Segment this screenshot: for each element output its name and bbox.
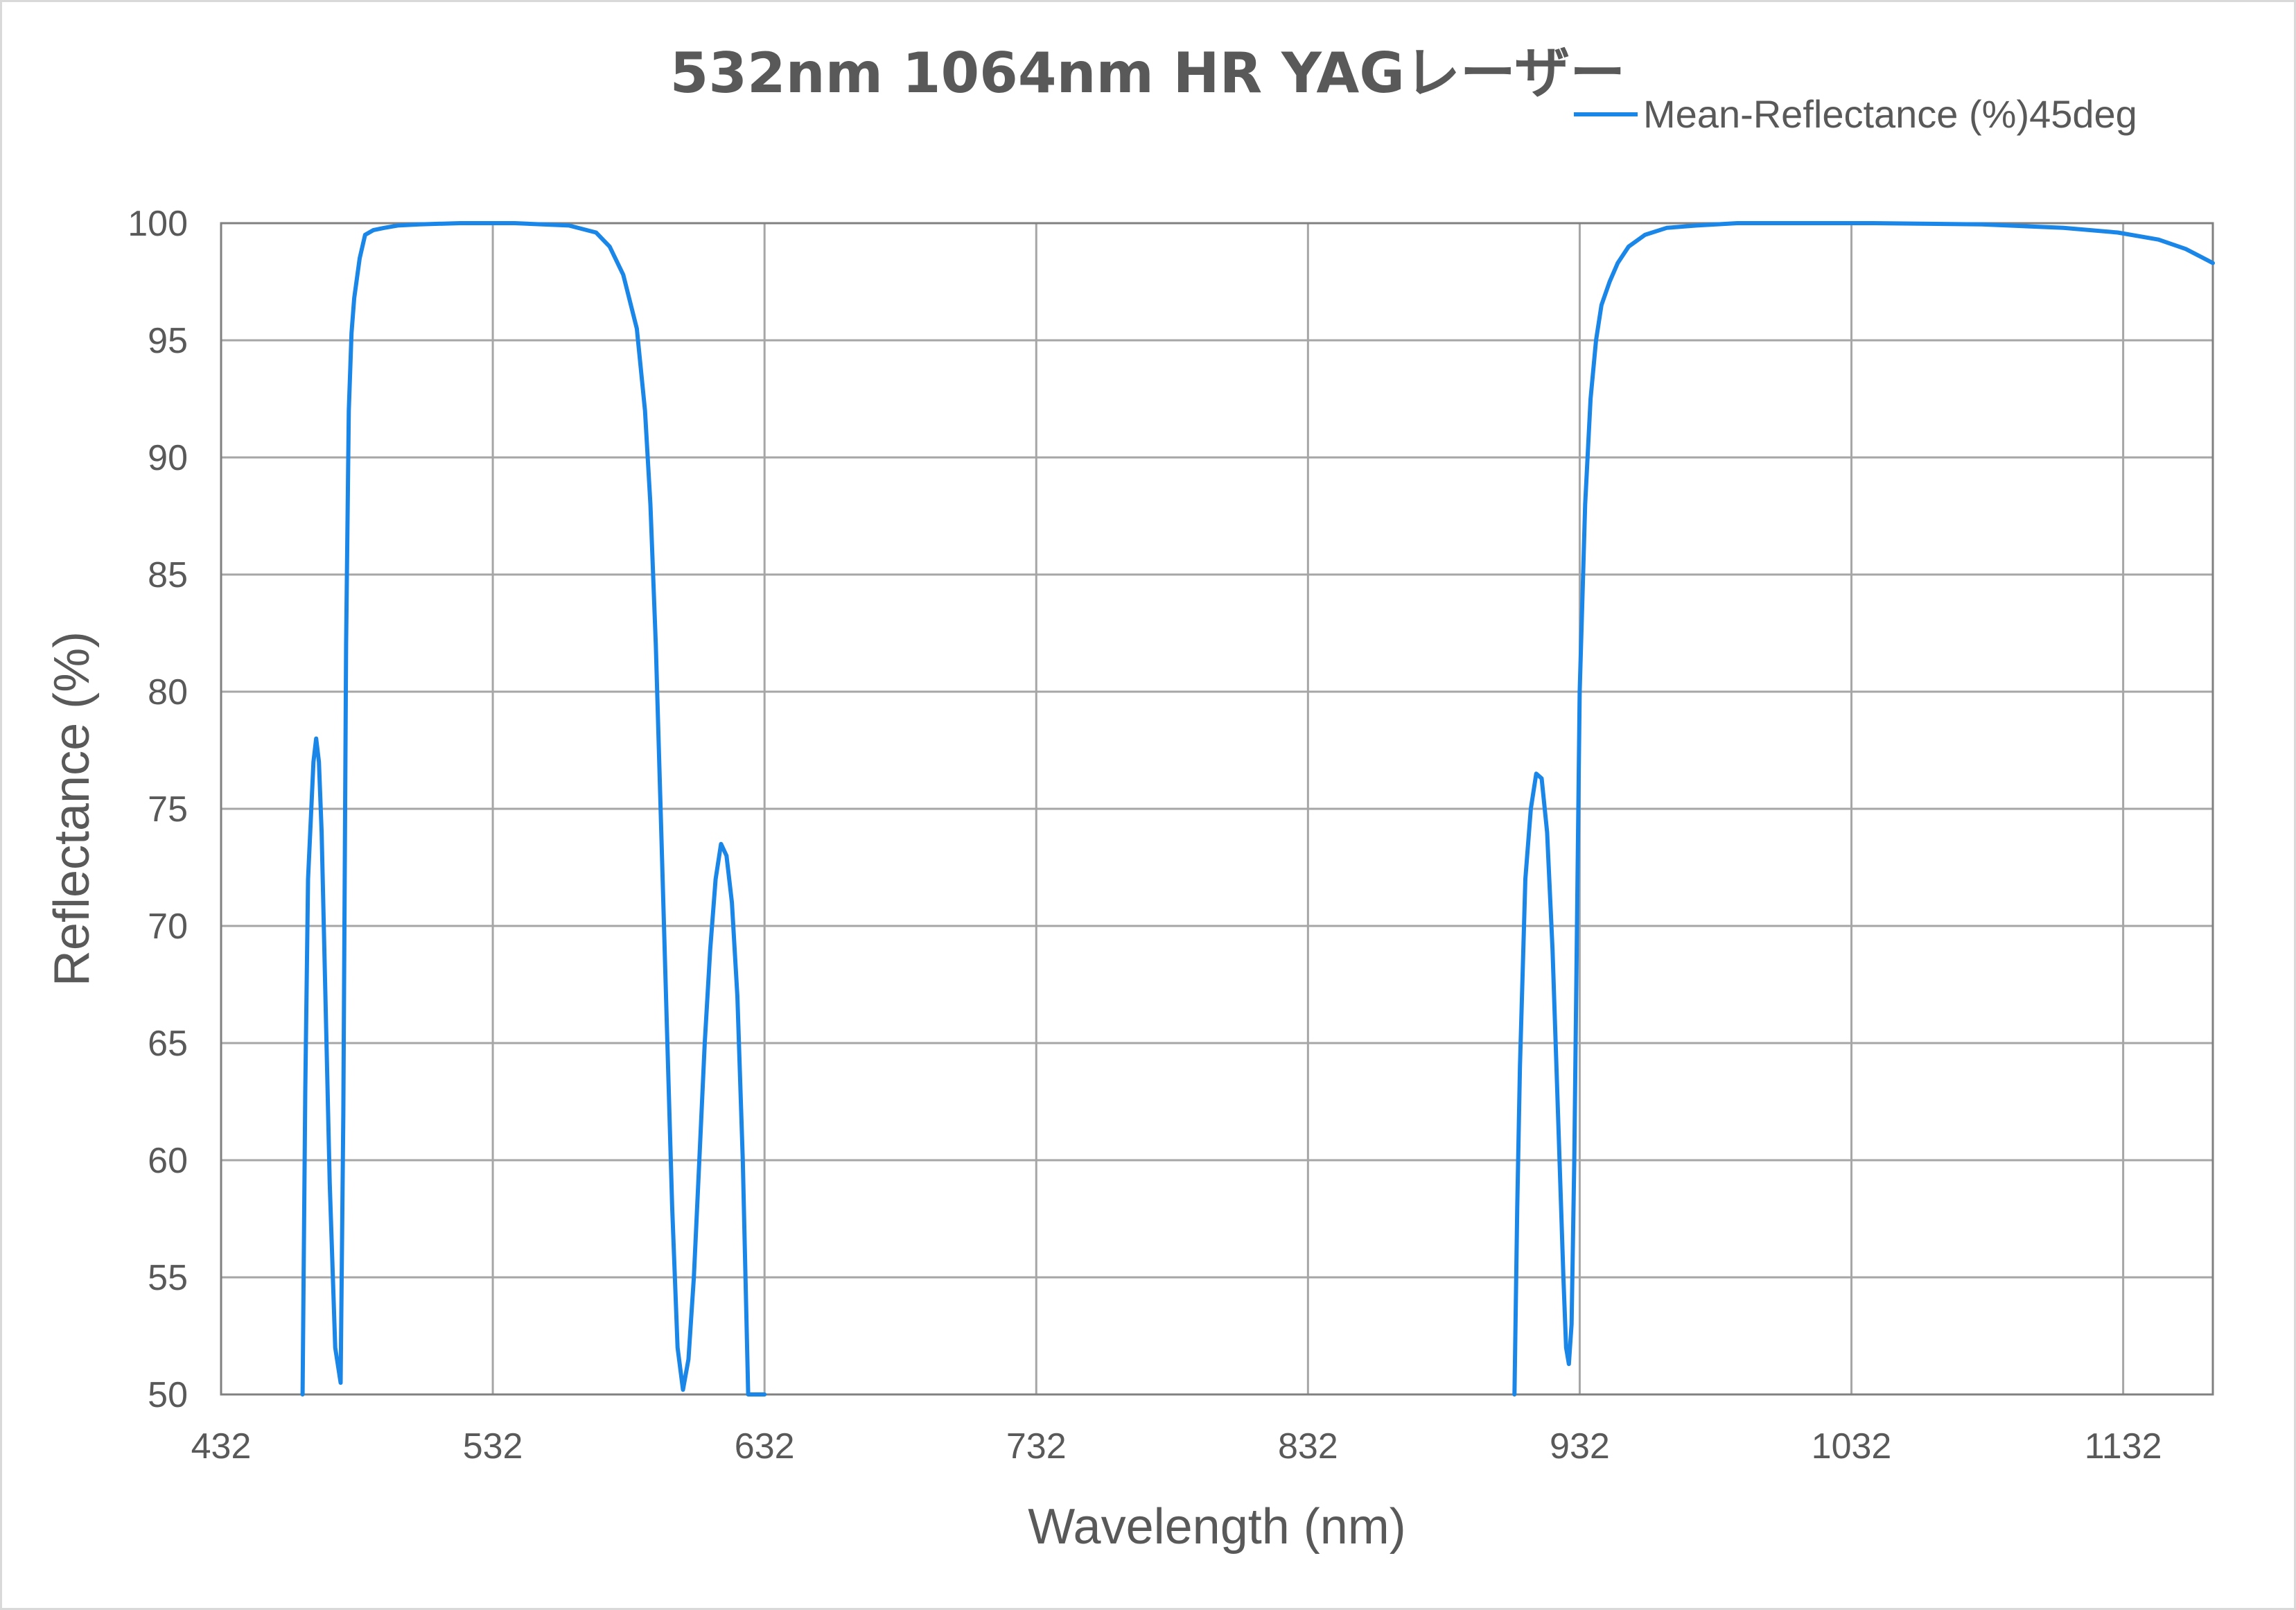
x-tick-label: 432: [191, 1426, 252, 1467]
y-tick-label: 55: [148, 1258, 188, 1298]
x-axis-ticks: 432 532 632 732 832 932 1032 1132: [191, 1426, 2162, 1467]
y-tick-label: 100: [128, 204, 188, 244]
grid-lines: [220, 222, 2213, 1396]
x-tick-label: 832: [1278, 1426, 1338, 1467]
y-axis-ticks: 50 55 60 65 70 75 80 85 90 95 100: [128, 204, 188, 1415]
y-tick-label: 90: [148, 438, 188, 478]
y-axis-title: Reflectance (%): [44, 631, 100, 986]
x-tick-label: 732: [1006, 1426, 1067, 1467]
x-tick-label: 532: [463, 1426, 523, 1467]
y-tick-label: 85: [148, 555, 188, 595]
y-tick-label: 80: [148, 672, 188, 712]
series-line-0-segment-2: [1512, 221, 2215, 1397]
series-line-0-segment-0: [300, 221, 696, 1397]
series-line-0-segment-1: [692, 841, 767, 1397]
legend-entry: Mean-Reflectance (%)45deg: [1643, 92, 2137, 136]
series-layer: [300, 221, 2215, 1397]
x-tick-label: 932: [1550, 1426, 1610, 1467]
y-tick-label: 75: [148, 789, 188, 830]
y-tick-label: 50: [148, 1375, 188, 1415]
y-tick-label: 65: [148, 1024, 188, 1064]
legend: Mean-Reflectance (%)45deg: [1574, 92, 2137, 136]
x-tick-label: 632: [735, 1426, 795, 1467]
y-tick-label: 60: [148, 1141, 188, 1181]
y-tick-label: 95: [148, 321, 188, 361]
x-axis-title: Wavelength (nm): [1028, 1499, 1406, 1555]
x-tick-label: 1032: [1812, 1426, 1892, 1467]
chart-title: 532nm 1064nm HR YAGレーザー: [670, 41, 1626, 105]
y-tick-label: 70: [148, 907, 188, 947]
x-tick-label: 1132: [2085, 1426, 2162, 1467]
plot-area-frame: [220, 222, 2214, 1396]
